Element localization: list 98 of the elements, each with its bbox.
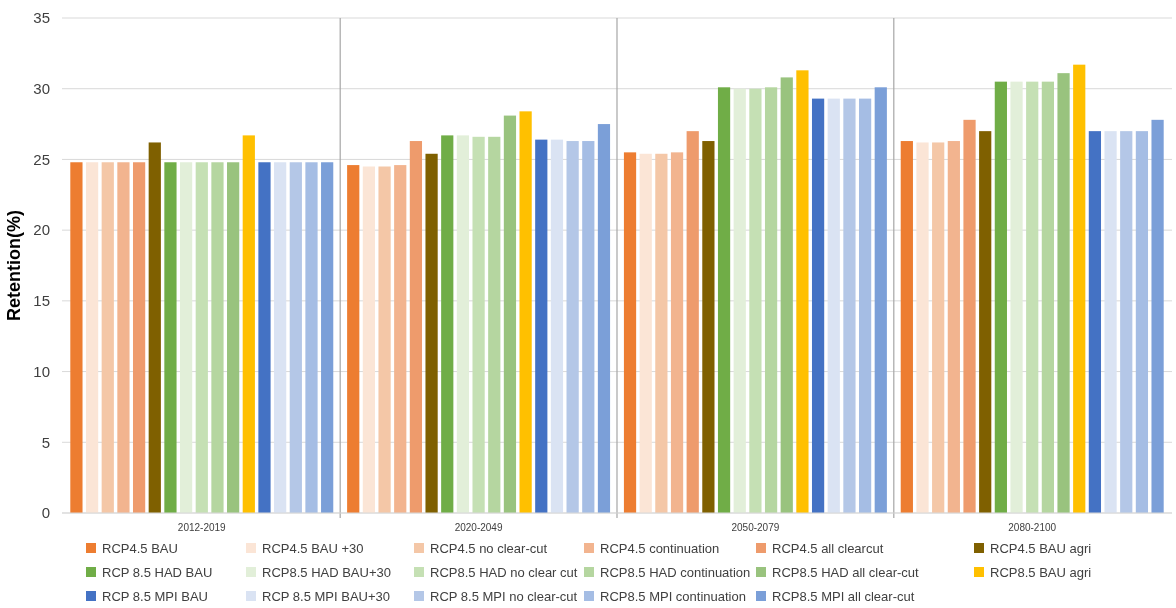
bar [148, 142, 161, 513]
bar [1073, 64, 1086, 513]
bar [258, 162, 271, 513]
bar [749, 88, 762, 513]
bar [394, 165, 407, 513]
bar [566, 141, 579, 513]
y-tick-label: 15 [33, 292, 50, 310]
legend-label: RCP4.5 no clear-cut [430, 540, 548, 556]
bar [70, 162, 83, 513]
bar [472, 136, 485, 513]
legend-label: RCP8.5 HAD continuation [600, 564, 751, 580]
legend-label: RCP4.5 BAU +30 [262, 540, 364, 556]
bar [519, 111, 532, 513]
bar [211, 162, 224, 513]
bar [702, 141, 715, 513]
legend-label: RCP4.5 all clearcut [772, 540, 884, 556]
bar [733, 88, 746, 513]
bar [347, 165, 360, 513]
bar [550, 139, 564, 513]
bar [1010, 81, 1023, 513]
bar [85, 162, 99, 513]
bar [639, 153, 652, 513]
bar [874, 87, 887, 513]
bar [900, 141, 913, 513]
bar [1151, 119, 1164, 513]
bar [947, 141, 960, 513]
bar [1041, 81, 1054, 513]
bar [655, 153, 668, 513]
legend-label: RCP8.5 MPI continuation [600, 588, 746, 604]
legend-label: RCP8.5 HAD all clear-cut [772, 564, 920, 580]
bar [503, 115, 517, 513]
x-tick-label: 2050-2079 [731, 521, 780, 533]
bar [321, 162, 334, 513]
legend-label: RCP4.5 BAU [102, 540, 178, 556]
bar [1088, 131, 1102, 513]
bar [764, 87, 778, 513]
bar [195, 162, 208, 513]
y-axis-title: Retention(%) [4, 210, 24, 321]
y-tick-label: 0 [41, 504, 50, 522]
legend-label: RCP8.5 HAD no clear cut [430, 564, 578, 580]
bar [597, 124, 611, 513]
bar [916, 142, 929, 513]
bar [1135, 131, 1149, 513]
bar [670, 152, 684, 513]
bar [858, 98, 872, 513]
bar [441, 135, 454, 513]
bar [1104, 131, 1117, 513]
bar [843, 98, 856, 513]
bar [1026, 81, 1039, 513]
legend-label: RCP4.5 BAU agri [990, 540, 1092, 556]
bar [456, 135, 470, 513]
bar [623, 152, 637, 513]
y-tick-label: 5 [41, 433, 50, 451]
bar [780, 77, 793, 513]
bar [717, 87, 731, 513]
bar [101, 162, 114, 513]
legend-label: RCP8.5 BAU agri [990, 564, 1092, 580]
y-tick-label: 20 [33, 221, 50, 239]
bar [180, 162, 193, 513]
bar [1120, 131, 1133, 513]
legend-label: RCP 8.5 MPI BAU [102, 588, 208, 604]
bar [362, 166, 376, 513]
bar [811, 98, 825, 513]
bar [242, 135, 255, 513]
bar [378, 166, 391, 513]
legend-label: RCP8.5 MPI all clear-cut [772, 588, 915, 604]
bar [117, 162, 130, 513]
y-tick-label: 35 [33, 9, 50, 27]
bar [932, 142, 945, 513]
y-tick-label: 30 [33, 79, 50, 97]
legend-label: RCP 8.5 MPI no clear-cut [430, 588, 578, 604]
bar [409, 141, 423, 513]
legend-label: RCP 8.5 MPI BAU+30 [262, 588, 391, 604]
bar [164, 162, 177, 513]
bar [274, 162, 287, 513]
legend-label: RCP8.5 HAD BAU+30 [262, 564, 391, 580]
bar [582, 141, 595, 513]
bar [796, 70, 809, 513]
bar [827, 98, 840, 513]
bar [488, 136, 501, 513]
bar [535, 139, 548, 513]
legend-label: RCP 8.5 HAD BAU [102, 564, 213, 580]
x-tick-label: 2080-2100 [1008, 521, 1057, 533]
bar [227, 162, 240, 513]
bar [305, 162, 318, 513]
y-tick-label: 10 [33, 362, 50, 380]
x-tick-label: 2020-2049 [454, 521, 503, 533]
bar [425, 153, 438, 513]
bar [963, 119, 976, 513]
bar [132, 162, 146, 513]
bar [994, 81, 1007, 513]
bar [979, 131, 992, 513]
legend-label: RCP4.5 continuation [600, 540, 720, 556]
x-tick-label: 2012-2019 [177, 521, 227, 533]
y-tick-label: 25 [33, 150, 50, 168]
bar [289, 162, 302, 513]
bar [686, 131, 699, 513]
bar [1057, 73, 1070, 513]
